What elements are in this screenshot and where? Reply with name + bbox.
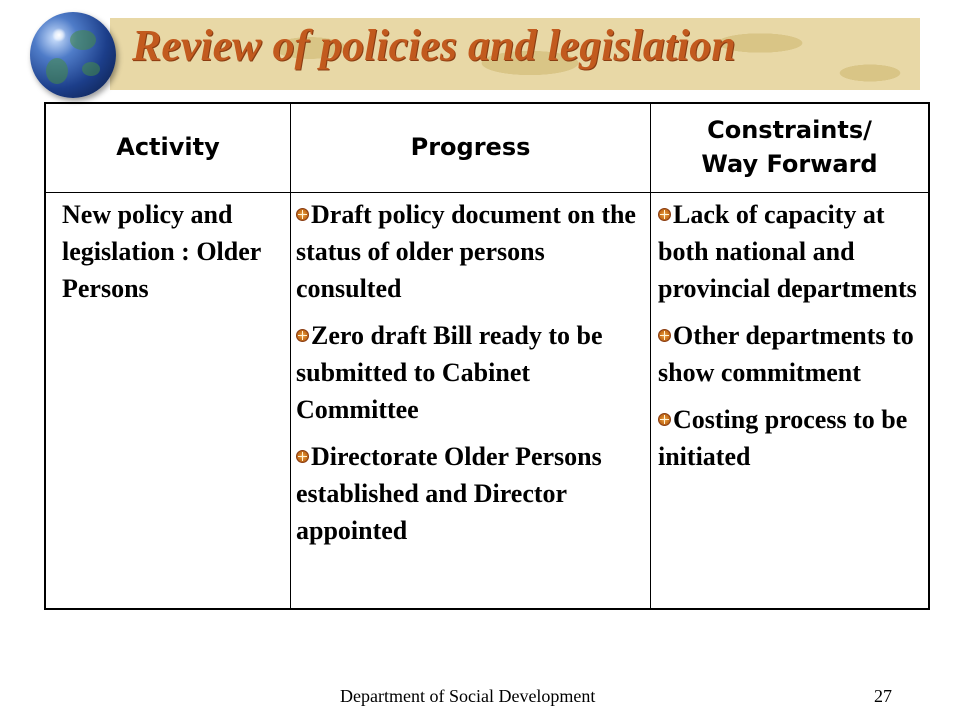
- header-constraints: Constraints/ Way Forward: [651, 104, 928, 192]
- bullet-icon: [658, 329, 671, 342]
- progress-item-text: Zero draft Bill ready to be submitted to…: [296, 321, 603, 424]
- globe-land-shape: [46, 58, 68, 84]
- header-progress-label: Progress: [410, 133, 531, 162]
- constraint-item-text: Lack of capacity at both national and pr…: [658, 200, 917, 303]
- header-activity: Activity: [46, 104, 290, 192]
- globe-icon: [30, 12, 116, 98]
- header-constraints-label-line2: Way Forward: [701, 150, 878, 178]
- constraint-item-text: Other departments to show commitment: [658, 321, 914, 387]
- title-banner: [110, 18, 920, 90]
- table-cell-progress: Draft policy document on the status of o…: [296, 196, 641, 559]
- list-item: Draft policy document on the status of o…: [296, 196, 641, 307]
- globe-highlight: [52, 28, 66, 42]
- bullet-icon: [296, 329, 309, 342]
- column-divider: [650, 104, 651, 608]
- footer-department: Department of Social Development: [340, 686, 596, 706]
- progress-item-text: Directorate Older Persons established an…: [296, 442, 602, 545]
- list-item: Other departments to show commitment: [658, 317, 924, 391]
- list-item: Lack of capacity at both national and pr…: [658, 196, 924, 307]
- table-cell-constraints: Lack of capacity at both national and pr…: [658, 196, 924, 485]
- header-constraints-label-line1: Constraints/: [707, 116, 872, 145]
- slide-title: Review of policies and legislation: [132, 21, 736, 70]
- page-number: 27: [874, 686, 892, 706]
- bullet-icon: [296, 208, 309, 221]
- globe-land-shape: [70, 30, 96, 50]
- constraint-item-text: Costing process to be initiated: [658, 405, 908, 471]
- header-activity-label: Activity: [116, 133, 220, 162]
- activity-text: New policy and legislation : Older Perso…: [62, 200, 261, 303]
- list-item: Zero draft Bill ready to be submitted to…: [296, 317, 641, 428]
- globe-land-shape: [82, 62, 100, 76]
- list-item: Costing process to be initiated: [658, 401, 924, 475]
- bullet-icon: [296, 450, 309, 463]
- header-progress: Progress: [291, 104, 650, 192]
- header-divider: [46, 192, 928, 193]
- progress-item-text: Draft policy document on the status of o…: [296, 200, 636, 303]
- list-item: Directorate Older Persons established an…: [296, 438, 641, 549]
- progress-table: Activity Progress Constraints/ Way Forwa…: [44, 102, 930, 610]
- bullet-icon: [658, 413, 671, 426]
- column-divider: [290, 104, 291, 608]
- table-cell-activity: New policy and legislation : Older Perso…: [62, 196, 278, 307]
- bullet-icon: [658, 208, 671, 221]
